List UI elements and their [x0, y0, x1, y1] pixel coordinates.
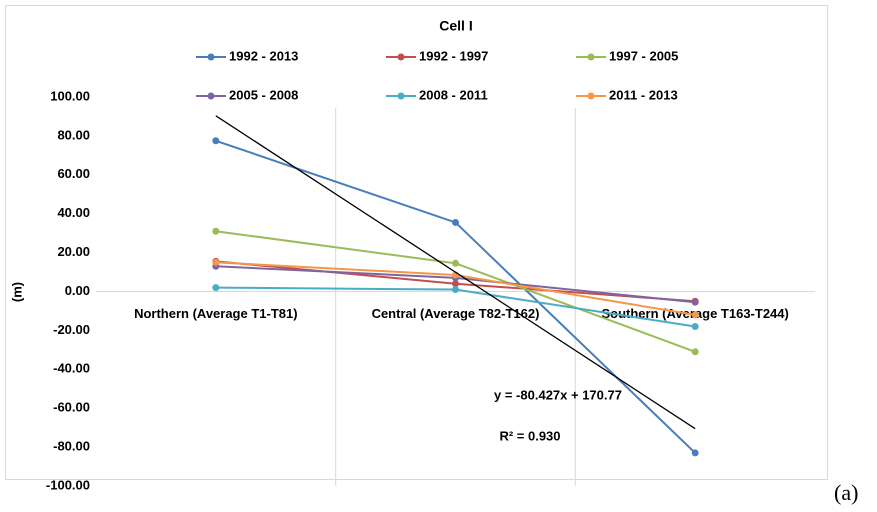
data-point	[452, 218, 459, 226]
data-point	[452, 286, 459, 294]
x-tick-label: Northern (Average T1-T81)	[134, 306, 298, 321]
data-point	[212, 258, 220, 266]
trend-equation: y = -80.427x + 170.77	[494, 387, 622, 402]
legend-marker	[587, 53, 595, 61]
x-tick-label: Central (Average T82-T162)	[372, 306, 540, 321]
data-point	[212, 284, 220, 292]
y-tick-label: -20.00	[53, 322, 90, 337]
y-tick-label: 80.00	[57, 127, 90, 142]
y-tick-label: 60.00	[57, 166, 90, 181]
data-point	[691, 348, 699, 356]
data-point	[452, 280, 459, 288]
y-tick-label: -100.00	[46, 477, 90, 492]
data-point	[691, 449, 699, 457]
y-tick-label: 20.00	[57, 244, 90, 259]
legend-label: 2005 - 2008	[229, 87, 298, 102]
y-tick-label: 40.00	[57, 205, 90, 220]
y-tick-label: 0.00	[65, 283, 90, 298]
trend-r-squared: R² = 0.930	[499, 428, 560, 443]
legend-label: 2008 - 2011	[419, 87, 488, 102]
data-point	[212, 137, 220, 145]
legend-label: 1997 - 2005	[609, 48, 678, 63]
legend-box	[160, 44, 720, 108]
legend-marker	[397, 92, 405, 100]
panel-label: (a)	[834, 480, 858, 505]
data-point	[691, 311, 699, 319]
chart-title: Cell I	[439, 18, 472, 34]
y-tick-label: -80.00	[53, 439, 90, 454]
legend-marker	[397, 53, 405, 61]
trendline	[215, 115, 696, 430]
data-point	[691, 298, 699, 306]
legend-marker	[207, 53, 215, 61]
legend-marker	[207, 92, 215, 100]
y-tick-label: 100.00	[50, 88, 90, 103]
legend-label: 2011 - 2013	[609, 87, 678, 102]
data-point	[212, 227, 220, 235]
y-axis-label: (m)	[9, 282, 24, 302]
legend-label: 1992 - 1997	[419, 48, 488, 63]
legend-label: 1992 - 2013	[229, 48, 298, 63]
y-tick-label: -60.00	[53, 400, 90, 415]
data-point	[452, 259, 459, 267]
data-point	[691, 323, 699, 331]
y-tick-label: -40.00	[53, 361, 90, 376]
legend-marker	[587, 92, 595, 100]
